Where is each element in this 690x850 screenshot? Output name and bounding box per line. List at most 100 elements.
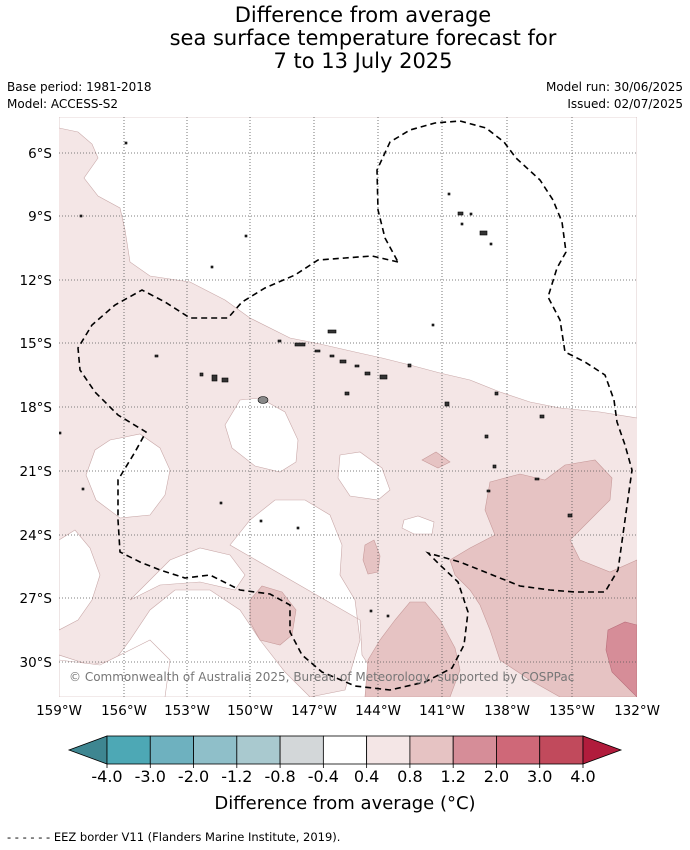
island [492, 464, 497, 469]
island [277, 339, 282, 343]
latitude-labels: 6°S 9°S 12°S 15°S 18°S 21°S 24°S 27°S 30… [20, 146, 53, 671]
island [444, 401, 450, 407]
colorbar-swatch [279, 735, 324, 765]
lon-label-147w: 147°W [291, 703, 337, 719]
eez-borders [77, 120, 633, 691]
colorbar-tick-label: -4.0 [91, 767, 122, 786]
island [79, 214, 83, 218]
island [469, 212, 473, 216]
lat-label-30s: 30°S [20, 655, 53, 671]
island [431, 323, 435, 327]
map-title: Difference from average sea surface temp… [0, 4, 690, 73]
colorbar-swatch [236, 735, 281, 765]
island [539, 414, 545, 419]
eez-french-polynesia [77, 120, 633, 691]
lat-label-27s: 27°S [20, 591, 53, 607]
neutral-region-tiny [401, 515, 435, 535]
lon-label-135w: 135°W [549, 703, 595, 719]
island [386, 614, 390, 618]
lon-label-141w: 141°W [419, 703, 465, 719]
colorbar: -4.0 -3.0 -2.0 -1.2 -0.8 -0.4 0.4 0.8 1.2 2.0 3.0 4… [67, 735, 623, 786]
graticule [59, 117, 637, 697]
island [447, 192, 451, 196]
warm-region-small [362, 539, 381, 575]
island [259, 519, 263, 523]
warm-region-south [364, 601, 461, 697]
colorbar-extend-low [67, 735, 108, 765]
colorbar-swatch [149, 735, 194, 765]
island [124, 141, 128, 145]
island [199, 372, 204, 377]
colorbar-tick-label: 0.4 [354, 767, 379, 786]
neutral-region-far-south [59, 639, 171, 697]
lon-label-156w: 156°W [101, 703, 147, 719]
warm-region-spot [421, 451, 451, 469]
island [219, 501, 223, 505]
lat-label-24s: 24°S [20, 528, 53, 544]
longitude-labels: 159°W 156°W 153°W 150°W 147°W 144°W 141°… [36, 703, 660, 719]
islands [59, 141, 573, 618]
colorbar-extend-high [582, 735, 623, 765]
island [460, 222, 464, 226]
lon-label-150w: 150°W [227, 703, 273, 719]
island [329, 354, 335, 358]
neutral-region-west [85, 433, 171, 519]
neutral-region-southwest [129, 547, 246, 601]
neutral-region-centre [224, 397, 299, 473]
hot-region-southeast [605, 621, 637, 697]
colorbar-swatch [539, 735, 584, 765]
colorbar-tick-label: 4.0 [570, 767, 595, 786]
colorbar-tick-label: 1.2 [440, 767, 465, 786]
lon-label-138w: 138°W [484, 703, 530, 719]
island [339, 359, 347, 364]
colorbar-tick-label: -0.4 [308, 767, 339, 786]
island [379, 374, 388, 380]
lat-label-15s: 15°S [20, 336, 53, 352]
neutral-region-small [337, 451, 391, 501]
base-period: Base period: 1981-2018 [7, 80, 152, 94]
colorbar-swatch [409, 735, 454, 765]
colorbar-tick-label: -1.2 [221, 767, 252, 786]
island [221, 377, 229, 383]
island [294, 342, 306, 347]
island [154, 354, 159, 358]
colorbar-swatch [496, 735, 541, 765]
neutral-region-north [59, 117, 637, 419]
title-line-3: 7 to 13 July 2025 [273, 49, 453, 73]
lon-label-159w: 159°W [36, 703, 82, 719]
meta-left: Base period: 1981-2018 Model: ACCESS-S2 [7, 79, 152, 113]
island [534, 477, 540, 481]
model-name: Model: ACCESS-S2 [7, 97, 119, 111]
island [59, 431, 62, 435]
issued-date: Issued: 02/07/2025 [567, 97, 683, 111]
island [479, 230, 488, 236]
island [457, 211, 464, 216]
island [327, 329, 337, 334]
island [296, 526, 300, 530]
island [244, 234, 248, 238]
island [567, 513, 573, 518]
colorbar-swatch [322, 735, 368, 765]
colorbar-tick-label: 2.0 [484, 767, 509, 786]
island [354, 364, 360, 368]
colorbar-label: Difference from average (°C) [214, 793, 476, 814]
island [494, 391, 499, 396]
island [210, 265, 214, 269]
colorbar-swatch [193, 735, 238, 765]
lat-label-12s: 12°S [20, 273, 53, 289]
lat-label-21s: 21°S [20, 464, 53, 480]
island [486, 489, 491, 493]
lon-label-144w: 144°W [355, 703, 401, 719]
neutral-region-south [59, 529, 101, 631]
island [407, 363, 412, 368]
meta-right: Model run: 30/06/2025 Issued: 02/07/2025 [546, 79, 683, 113]
lon-label-132w: 132°W [614, 703, 660, 719]
title-line-1: Difference from average [234, 3, 492, 27]
colorbar-tick-label: -2.0 [178, 767, 209, 786]
eez-legend-note: - - - - - - EEZ border V11 (Flanders Mar… [7, 830, 341, 844]
island [364, 371, 371, 376]
warm-region-east [449, 459, 637, 697]
colorbar-swatch [452, 735, 497, 765]
island [211, 374, 218, 382]
